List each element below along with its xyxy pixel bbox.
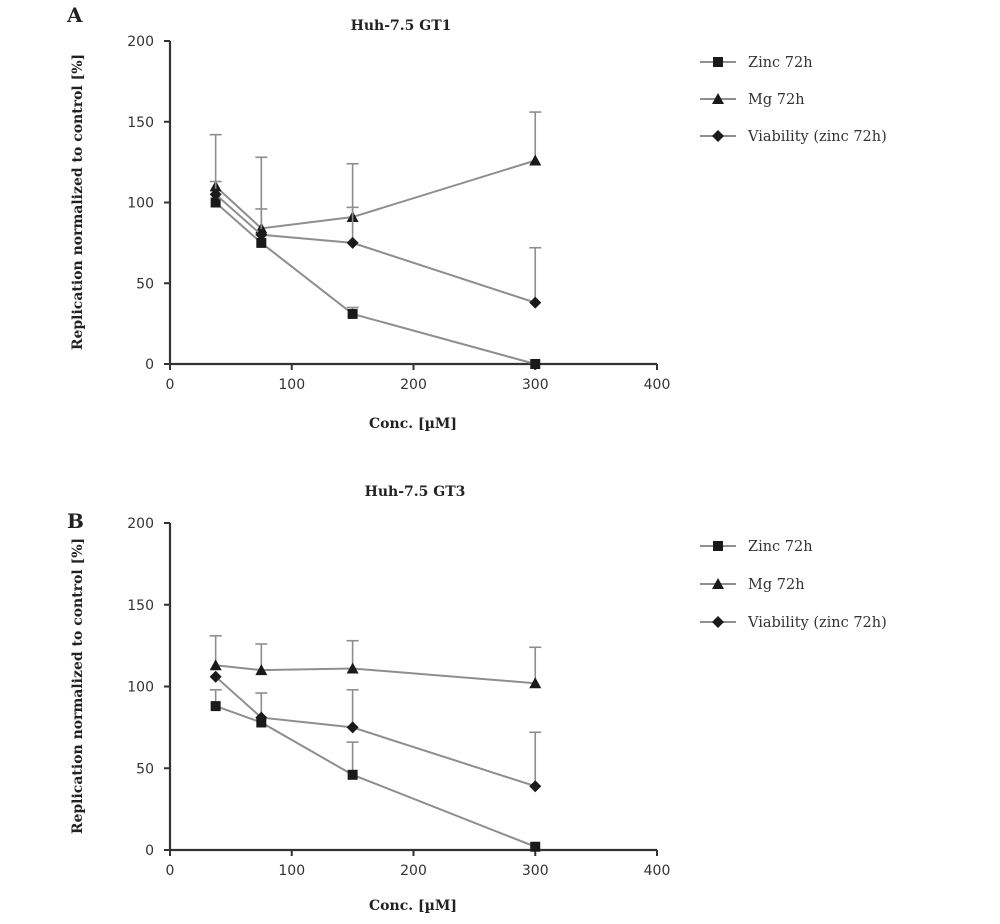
panel-b-series-mg-72h-line: [215, 664, 536, 685]
panel-b-legend-mg-72h-marker: [712, 578, 724, 589]
panel-a-x-tick-label: 300: [522, 377, 549, 393]
panel-b-series-mg-72h-point: [346, 662, 359, 674]
panel-b-legend-mg-72h-label: Mg 72h: [748, 577, 805, 593]
panel-b-x-tick-label: 200: [400, 863, 427, 879]
panel-a-series-viability-zinc-72h-point: [255, 228, 268, 241]
panel-b-ylabel: Replication normalized to control [%]: [70, 538, 86, 834]
panel-b-series-mg-72h-point: [529, 677, 542, 689]
panel-b-series-viability-zinc-72h-point: [255, 711, 268, 724]
panel-a-title: Huh-7.5 GT1: [351, 18, 452, 34]
panel-a-ylabel: Replication normalized to control [%]: [70, 54, 86, 350]
panel-a-series-zinc-72h-point: [530, 359, 541, 369]
panel-b-legend: Zinc 72h Mg 72h Viability (zinc 72h): [700, 539, 887, 631]
panel-b-series: [209, 635, 542, 852]
panel-b-series-zinc-72h-line: [215, 705, 536, 848]
panel-a-legend-viability-zinc-72h-marker: [712, 130, 724, 142]
panel-b-series-viability-zinc-72h-point: [209, 670, 222, 683]
panel-b-series-zinc-72h-point: [347, 769, 358, 780]
panel-b-series-mg-72h-point: [209, 659, 222, 671]
panel-b-series-viability-zinc-72h-point: [346, 721, 359, 734]
panel-a-axes: 0 100 200 300 400 0 50 100 150 200: [127, 34, 670, 393]
panel-b-series-zinc-72h-point: [530, 841, 541, 852]
panel-a-y-tick-label: 100: [127, 196, 154, 212]
panel-a: A Huh-7.5 GT1 Replication normalized to …: [66, 3, 887, 432]
panel-a-x-tick-label: 200: [400, 377, 427, 393]
panel-a-series-viability-zinc-72h-line: [214, 193, 536, 304]
panel-b-legend-viability-zinc-72h-marker: [712, 616, 724, 628]
panel-b: B Huh-7.5 GT3 Replication normalized to …: [67, 484, 887, 914]
panel-a-legend-mg-72h-label: Mg 72h: [748, 92, 805, 108]
panel-a-series: [209, 111, 542, 369]
panel-b-y-tick-label: 0: [145, 843, 154, 859]
panel-a-series-viability-zinc-72h-point: [346, 236, 359, 249]
panel-a-y-tick-label: 150: [127, 115, 154, 131]
panel-a-series-zinc-72h-point: [210, 197, 221, 208]
panel-b-legend-zinc-72h-marker: [713, 541, 723, 551]
panel-a-legend-viability-zinc-72h-label: Viability (zinc 72h): [747, 129, 887, 145]
panel-a-y-tick-label: 200: [127, 34, 154, 50]
panel-a-xlabel: Conc. [µM]: [369, 416, 457, 432]
panel-b-legend-viability-zinc-72h-label: Viability (zinc 72h): [747, 615, 887, 631]
panel-b-y-tick-label: 100: [127, 680, 154, 696]
panel-b-series-viability-zinc-72h-line: [214, 675, 536, 788]
panel-a-y-tick-label: 0: [145, 357, 154, 373]
panel-b-axes: 0 100 200 300 400 0 50 100 150 200: [127, 516, 670, 879]
panel-b-y-tick-label: 150: [127, 598, 154, 614]
panel-b-x-tick-label: 0: [166, 863, 175, 879]
panel-b-y-tick-label: 200: [127, 516, 154, 532]
panel-a-legend-mg-72h-marker: [712, 93, 724, 104]
panel-a-x-tick-label: 100: [278, 377, 305, 393]
panel-a-series-viability-zinc-72h-point: [209, 188, 222, 201]
panel-b-series-mg-72h-point: [255, 664, 268, 676]
panel-b-letter: B: [67, 509, 84, 533]
panel-a-legend-zinc-72h-label: Zinc 72h: [748, 55, 813, 71]
panel-a-series-viability-zinc-72h-point: [529, 296, 542, 309]
panel-b-xlabel: Conc. [µM]: [369, 898, 457, 914]
panel-b-x-tick-label: 100: [278, 863, 305, 879]
panel-a-series-zinc-72h-point: [347, 308, 358, 319]
panel-a-series-mg-72h-line: [214, 159, 536, 230]
panel-a-legend-zinc-72h-marker: [713, 57, 723, 67]
panel-a-x-tick-label: 400: [644, 377, 671, 393]
panel-a-y-tick-label: 50: [136, 276, 154, 292]
panel-a-series-zinc-72h-line: [214, 201, 536, 365]
panel-b-series-viability-zinc-72h-point: [529, 780, 542, 793]
panel-a-series-mg-72h-point: [529, 154, 542, 166]
panel-b-series-zinc-72h-point: [210, 701, 221, 712]
panel-b-y-tick-label: 50: [136, 761, 154, 777]
panel-a-series-zinc-72h-point: [256, 237, 267, 248]
panel-b-title: Huh-7.5 GT3: [365, 484, 466, 500]
panel-a-x-tick-label: 0: [166, 377, 175, 393]
panel-a-letter: A: [66, 3, 83, 27]
panel-b-legend-zinc-72h-label: Zinc 72h: [748, 539, 813, 555]
panel-a-legend: Zinc 72h Mg 72h Viability (zinc 72h): [700, 55, 887, 145]
panel-b-x-tick-label: 400: [644, 863, 671, 879]
panel-b-x-tick-label: 300: [522, 863, 549, 879]
